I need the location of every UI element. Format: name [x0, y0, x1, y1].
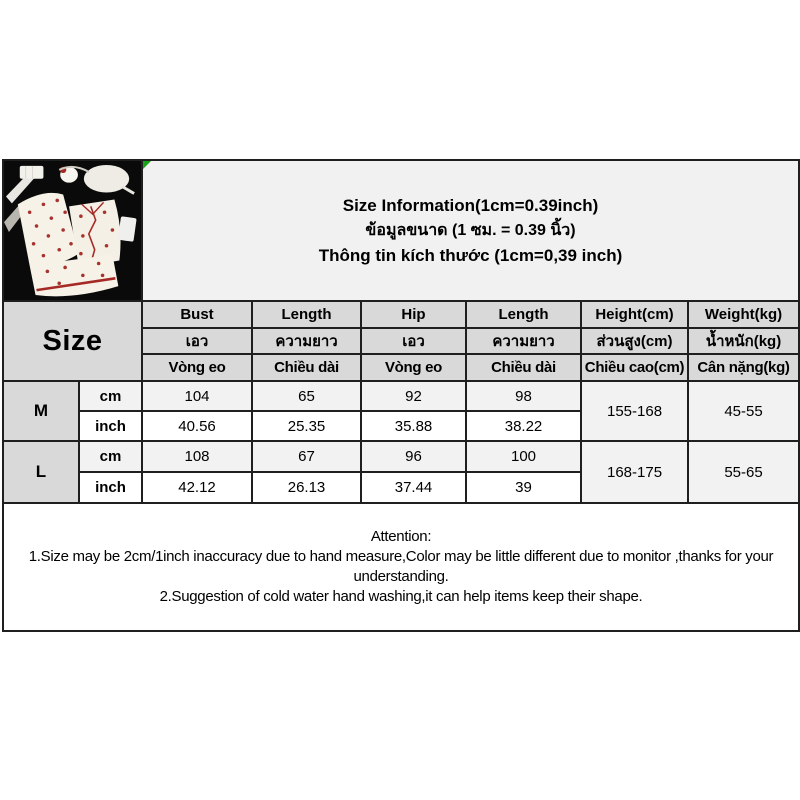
cell-l-inch-length2: 39: [465, 471, 583, 504]
col-header-length2-en: Length: [465, 300, 583, 329]
cell-l-inch-length: 26.13: [251, 471, 363, 504]
size-info-title-en: Size Information(1cm=0.39inch): [342, 196, 599, 215]
cell-l-cm-length2: 100: [465, 440, 583, 473]
cell-corner-marker: [144, 162, 152, 169]
cell-m-height: 155-168: [580, 380, 690, 442]
cell-m-inch-bust: 40.56: [141, 410, 254, 442]
cell-l-cm-length: 67: [251, 440, 363, 473]
col-header-hip-en: Hip: [360, 300, 468, 329]
col-header-height-th: ส่วนสูง(cm): [580, 327, 690, 355]
attention-line-3: 2.Suggestion of cold water hand washing,…: [159, 588, 643, 605]
cell-m-inch-length: 25.35: [251, 410, 363, 442]
col-header-weight-en: Weight(kg): [687, 300, 800, 329]
col-header-weight-th: น้ำหนัก(kg): [687, 327, 800, 355]
title-cell: Size Information(1cm=0.39inch) ข้อมูลขนา…: [141, 159, 800, 302]
size-chart-table: Size Information(1cm=0.39inch) ข้อมูลขนา…: [1, 159, 800, 632]
col-header-height-vi: Chiều cao(cm): [580, 353, 690, 382]
unit-label-m-cm: cm: [77, 380, 144, 412]
size-info-title-th: ข้อมูลขนาด (1 ซม. = 0.39 นิ้ว): [365, 222, 576, 239]
cell-m-cm-length2: 98: [465, 380, 583, 412]
cell-m-cm-hip: 92: [360, 380, 468, 412]
col-header-hip-th: เอว: [360, 327, 468, 355]
col-header-hip-vi: Vòng eo: [360, 353, 468, 382]
col-header-bust-en: Bust: [141, 300, 254, 329]
cell-l-inch-hip: 37.44: [360, 471, 468, 504]
product-photo-cell: [1, 159, 144, 302]
col-header-length2-th: ความยาว: [465, 327, 583, 355]
cell-m-cm-bust: 104: [141, 380, 254, 412]
cell-m-cm-length: 65: [251, 380, 363, 412]
cell-m-inch-hip: 35.88: [360, 410, 468, 442]
size-corner-header: Size: [1, 300, 144, 382]
col-header-bust-th: เอว: [141, 327, 254, 355]
cell-l-inch-bust: 42.12: [141, 471, 254, 504]
col-header-length-vi: Chiều dài: [251, 353, 363, 382]
col-header-length-th: ความยาว: [251, 327, 363, 355]
col-header-weight-vi: Cân nặng(kg): [687, 353, 800, 382]
attention-line-0: Attention:: [370, 528, 432, 545]
attention-line-2: understanding.: [353, 568, 449, 585]
cell-l-cm-bust: 108: [141, 440, 254, 473]
size-row-label-m: M: [2, 380, 80, 442]
col-header-length2-vi: Chiều dài: [465, 353, 583, 382]
unit-label-l-cm: cm: [77, 440, 144, 473]
col-header-height-en: Height(cm): [580, 300, 690, 329]
product-photo-image: [5, 162, 141, 299]
cell-m-weight: 45-55: [687, 380, 800, 442]
cell-l-height: 168-175: [580, 440, 690, 504]
unit-label-m-inch: inch: [77, 410, 144, 442]
attention-note: Attention: 1.Size may be 2cm/1inch inacc…: [1, 502, 800, 632]
col-header-bust-vi: Vòng eo: [141, 353, 254, 382]
unit-label-l-inch: inch: [77, 471, 144, 504]
cell-l-cm-hip: 96: [360, 440, 468, 473]
attention-line-1: 1.Size may be 2cm/1inch inaccuracy due t…: [28, 548, 774, 565]
cell-m-inch-length2: 38.22: [465, 410, 583, 442]
cell-l-weight: 55-65: [687, 440, 800, 504]
size-info-title-vi: Thông tin kích thước (1cm=0,39 inch): [318, 246, 623, 265]
col-header-length-en: Length: [251, 300, 363, 329]
size-row-label-l: L: [2, 440, 80, 504]
